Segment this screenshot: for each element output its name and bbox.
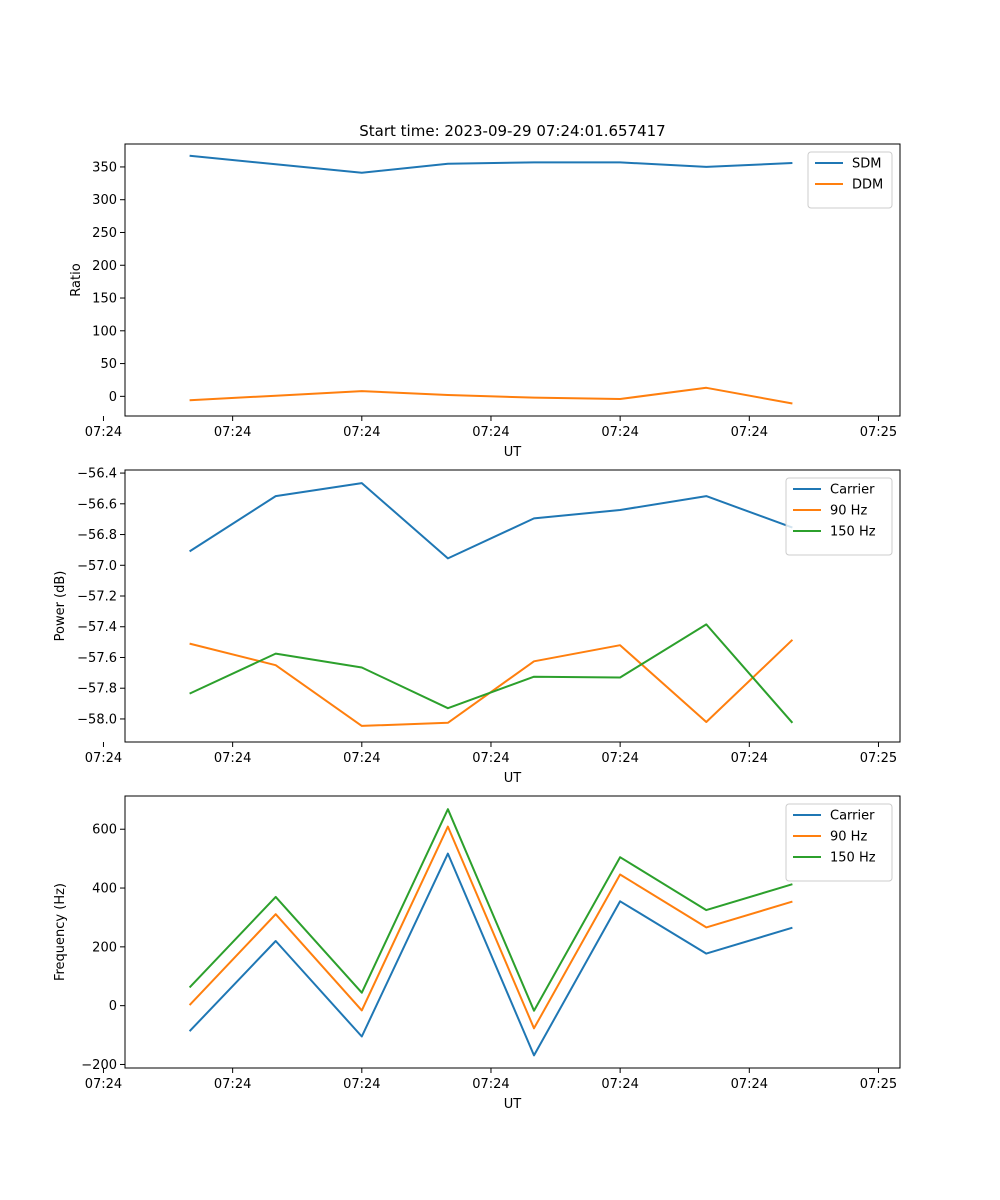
legend-label: 90 Hz bbox=[830, 830, 867, 845]
series-line-90-hz bbox=[188, 825, 793, 1030]
x-tick-label: 07:24 bbox=[343, 751, 380, 766]
x-tick-label: 07:24 bbox=[214, 1077, 251, 1092]
x-tick-label: 07:25 bbox=[860, 425, 897, 440]
y-tick-label: −57.0 bbox=[77, 559, 117, 574]
x-tick-label: 07:24 bbox=[343, 425, 380, 440]
y-tick-label: 250 bbox=[92, 226, 117, 241]
x-tick-label: 07:24 bbox=[214, 425, 251, 440]
legend: Carrier 90 Hz 150 Hz bbox=[785, 477, 893, 556]
legend-label: 90 Hz bbox=[830, 504, 867, 519]
legend-box bbox=[785, 477, 893, 556]
y-tick-label: 100 bbox=[92, 324, 117, 339]
x-tick-label: 07:24 bbox=[85, 751, 122, 766]
y-tick-label: 600 bbox=[92, 823, 117, 838]
series-line-sdm bbox=[189, 154, 793, 174]
y-tick-label: −57.6 bbox=[77, 651, 117, 666]
legend-label: DDM bbox=[852, 178, 883, 193]
x-tick-label: 07:24 bbox=[85, 425, 122, 440]
chart-title: Start time: 2023-09-29 07:24:01.657417 bbox=[359, 122, 665, 140]
y-tick-label: −58.0 bbox=[77, 712, 117, 727]
y-tick-label: 0 bbox=[109, 390, 117, 405]
y-tick-label: 50 bbox=[100, 357, 117, 372]
chart-panel-1: 07:24 07:24 07:24 07:24 07:24 07:24 07:25 0 50 10… bbox=[69, 122, 901, 460]
x-tick-label: 07:24 bbox=[601, 425, 638, 440]
y-tick-label: −200 bbox=[81, 1058, 117, 1073]
x-tick-label: 07:24 bbox=[731, 1077, 768, 1092]
legend-label: SDM bbox=[852, 157, 881, 172]
x-tick-label: 07:24 bbox=[731, 425, 768, 440]
x-tick-label: 07:24 bbox=[601, 1077, 638, 1092]
x-tick-label: 07:24 bbox=[601, 751, 638, 766]
legend: Carrier 90 Hz 150 Hz bbox=[785, 803, 893, 882]
legend-label: 150 Hz bbox=[830, 851, 876, 866]
y-tick-label: −56.6 bbox=[77, 497, 117, 512]
x-tick-label: 07:24 bbox=[472, 751, 509, 766]
axes-frame bbox=[124, 143, 901, 417]
y-tick-label: 200 bbox=[92, 940, 117, 955]
legend-label: Carrier bbox=[830, 809, 875, 824]
axes-frame bbox=[124, 795, 901, 1069]
y-tick-label: 0 bbox=[109, 999, 117, 1014]
y-axis-label: Power (dB) bbox=[53, 571, 68, 642]
series-line-carrier bbox=[188, 852, 793, 1057]
chart-panel-2: 07:24 07:24 07:24 07:24 07:24 07:24 07:25 −58.0… bbox=[53, 467, 901, 786]
y-axis-label: Ratio bbox=[69, 263, 84, 296]
legend-box bbox=[785, 803, 893, 882]
x-axis-label: UT bbox=[504, 1097, 522, 1112]
y-tick-label: 200 bbox=[92, 259, 117, 274]
axes-frame bbox=[124, 469, 901, 743]
legend: SDM DDM bbox=[807, 151, 893, 209]
y-axis-label: Frequency (Hz) bbox=[53, 883, 68, 981]
y-tick-label: 350 bbox=[92, 160, 117, 175]
series-line-150-hz bbox=[188, 808, 793, 1012]
series-line-150-hz bbox=[189, 623, 794, 724]
x-tick-label: 07:24 bbox=[214, 751, 251, 766]
chart-panel-3: 07:24 07:24 07:24 07:24 07:24 07:24 07:25 −200 0… bbox=[53, 795, 901, 1112]
x-tick-label: 07:24 bbox=[472, 1077, 509, 1092]
legend-label: Carrier bbox=[830, 483, 875, 498]
x-axis-label: UT bbox=[504, 445, 522, 460]
y-tick-label: −56.4 bbox=[77, 467, 117, 482]
legend-label: 150 Hz bbox=[830, 525, 876, 540]
x-tick-label: 07:24 bbox=[472, 425, 509, 440]
x-tick-label: 07:25 bbox=[860, 1077, 897, 1092]
series-line-ddm bbox=[189, 386, 793, 405]
y-tick-label: −57.8 bbox=[77, 682, 117, 697]
y-tick-label: −56.8 bbox=[77, 528, 117, 543]
y-tick-label: −57.2 bbox=[77, 590, 117, 605]
y-tick-label: 300 bbox=[92, 193, 117, 208]
y-tick-label: 150 bbox=[92, 292, 117, 307]
x-tick-label: 07:24 bbox=[85, 1077, 122, 1092]
series-line-carrier bbox=[189, 482, 793, 560]
legend-box bbox=[807, 151, 893, 209]
x-tick-label: 07:24 bbox=[731, 751, 768, 766]
x-tick-label: 07:24 bbox=[343, 1077, 380, 1092]
y-tick-label: 400 bbox=[92, 882, 117, 897]
x-axis-label: UT bbox=[504, 771, 522, 786]
y-tick-label: −57.4 bbox=[77, 620, 117, 635]
x-tick-label: 07:25 bbox=[860, 751, 897, 766]
